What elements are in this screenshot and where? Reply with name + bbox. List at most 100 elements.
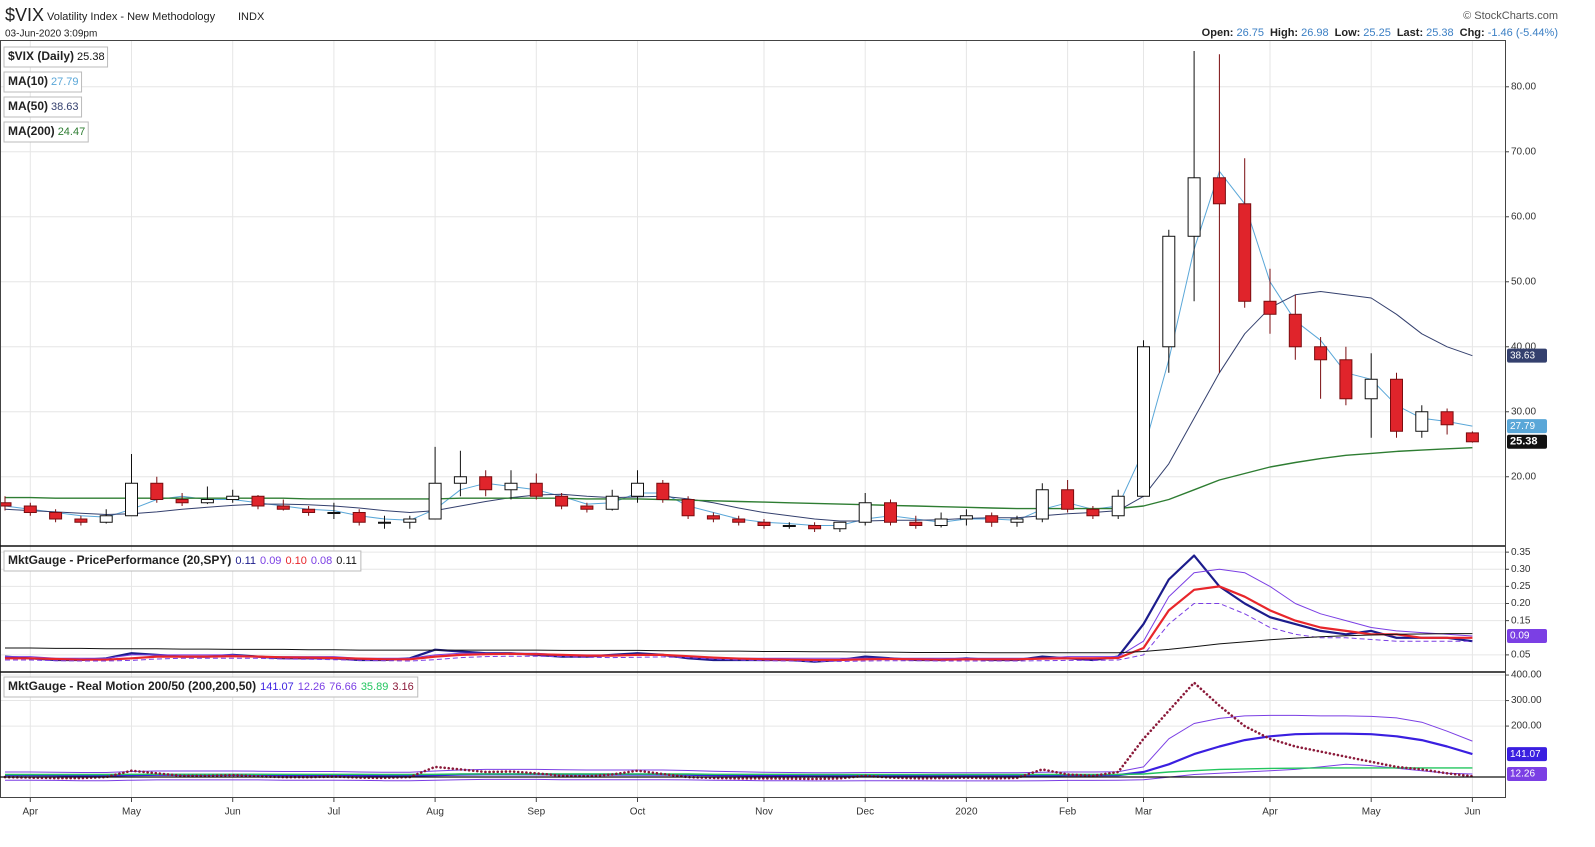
x-tick-label: Jun [225,807,241,818]
legend-value: 0.10 [285,555,306,567]
price-badge-label: 0.09 [1510,631,1530,642]
legend-value: 25.38 [77,51,105,63]
legend-box [3,550,362,572]
legend-box [3,71,83,93]
price-badge [1507,348,1547,363]
candle-body [125,482,138,517]
x-tick-label: Jun [1464,807,1480,818]
candle-body [1465,432,1479,443]
y-tick-label: 0.05 [1511,650,1531,661]
timestamp: 03-Jun-2020 3:09pm [5,29,97,40]
y-tick-label: 0.20 [1511,598,1531,609]
legend-entry: MA(10) 27.79 [8,74,79,88]
copyright: © StockCharts.com [1463,10,1558,22]
legend-value: 35.89 [361,681,389,693]
legend-entry: $VIX (Daily) 25.38 [8,49,105,63]
candle-body [1390,378,1403,432]
price-badge-label: 141.07 [1510,749,1541,760]
candle-body [1137,346,1150,497]
legend-value: 76.66 [329,681,357,693]
candle-body [782,525,796,528]
quote-value: -1.46 (-5.44%) [1488,27,1558,39]
y-tick-label: 20.00 [1511,471,1536,482]
exchange: INDX [238,11,265,23]
plots [0,51,1479,782]
candle-body [327,512,341,515]
quote-label: Last: [1397,27,1423,39]
x-tick-label: Oct [630,807,646,818]
y-tick-label: 400.00 [1511,670,1542,681]
candle-body [757,521,771,527]
candle-body [529,482,543,497]
candle-body [1212,177,1226,205]
security-name: Volatility Index - New Methodology [47,11,216,23]
candle-body [428,482,442,520]
quote-label: Open: [1202,27,1234,39]
candle-body [276,505,290,510]
y-tick-label: 0.25 [1511,581,1531,592]
legend-value: 0.11 [336,555,357,567]
quote-label: High: [1270,27,1298,39]
candle-body [49,512,63,520]
y-tick-label: 70.00 [1511,146,1536,157]
candle-body [378,521,391,524]
candle-body [74,518,88,523]
candle-body [959,515,973,520]
legend-entry: MA(50) 38.63 [8,99,79,113]
legend-name: $VIX (Daily) [8,49,74,63]
series-line [5,714,1473,774]
grid [0,40,1505,797]
legend-name: MA(200) [8,124,55,138]
candle-body [504,482,518,491]
quote-value: 25.25 [1363,27,1391,39]
legend-box [3,46,109,68]
x-tick-label: Sep [527,807,545,818]
legend-value: 0.08 [311,555,332,567]
y-tick-label: 0.35 [1511,547,1531,558]
candle-body [1288,313,1302,348]
candle-body [1035,489,1049,520]
series-line [5,447,1473,510]
legend-name: MA(50) [8,99,48,113]
x-tick-label: Feb [1059,807,1077,818]
price-badge-label: 38.63 [1510,350,1535,361]
x-tick-label: Apr [23,807,39,818]
x-tick-label: May [1362,807,1381,818]
overlay: Apr May Jun Jul Aug Sep Oct Nov Dec 2020 Feb Mar Apr… [3,46,1547,818]
x-tick-label: Dec [856,807,874,818]
y-tick-label: 30.00 [1511,406,1536,417]
candle-body [580,505,594,510]
y-tick-label: 300.00 [1511,695,1542,706]
price-badge [1507,434,1547,449]
quote-value: 26.75 [1236,27,1264,39]
legend-entry: MA(200) 24.47 [8,124,85,138]
quote-value: 25.38 [1426,27,1454,39]
x-tick-label: 2020 [955,807,978,818]
panel-title: MktGauge - PricePerformance (20,SPY) [8,553,231,567]
candle-body [1364,378,1378,400]
legend-value: 27.79 [51,76,79,88]
candle-body [403,518,417,523]
candle-body [884,502,897,523]
frame [0,40,1506,798]
candle-body [1263,300,1277,315]
candle-body [1314,346,1328,361]
candle-body [150,482,164,501]
panel-legend: MktGauge - PricePerformance (20,SPY) 0.11… [8,553,357,567]
x-tick-label: Mar [1135,807,1153,818]
x-tick-label: Apr [1262,807,1278,818]
y-tick-label: 60.00 [1511,211,1536,222]
candle-body [858,502,872,523]
price-badge [1507,747,1547,762]
x-tick-label: May [122,807,141,818]
legend-box [3,676,419,698]
candle-body [99,515,113,523]
candle-body [175,499,189,504]
candle-body [200,499,214,504]
candle-body [226,495,240,501]
price-badge [1507,419,1547,434]
candle-body [479,476,493,491]
